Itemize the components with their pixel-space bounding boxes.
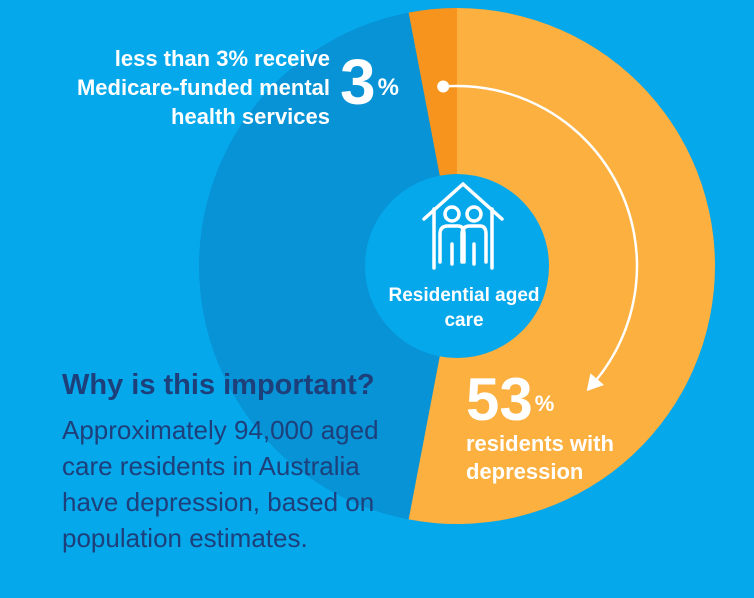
three-percent-unit: % xyxy=(377,74,399,101)
house-with-two-people-icon xyxy=(422,182,504,270)
fifty-three-percent-annotation: residents with depression xyxy=(466,431,614,484)
three-percent-number: 3 xyxy=(340,46,376,118)
center-label: Residential aged care xyxy=(388,285,540,331)
arc-arrow xyxy=(443,84,639,385)
fifty-three-percent-unit: % xyxy=(534,391,555,416)
fifty-three-percent-number: 53 xyxy=(466,366,533,433)
arc-arrowhead xyxy=(586,373,604,392)
slice-fifty-three-percent xyxy=(408,8,716,524)
three-percent-value: 3% xyxy=(340,50,399,114)
arc-start-dot xyxy=(437,80,450,93)
three-percent-annotation: less than 3% receive Medicare-funded men… xyxy=(76,46,330,129)
info-heading: Why is this important? xyxy=(62,369,375,401)
info-body: Approximately 94,000 aged care residents… xyxy=(62,415,379,553)
fifty-three-percent-value: 53% xyxy=(466,370,554,430)
